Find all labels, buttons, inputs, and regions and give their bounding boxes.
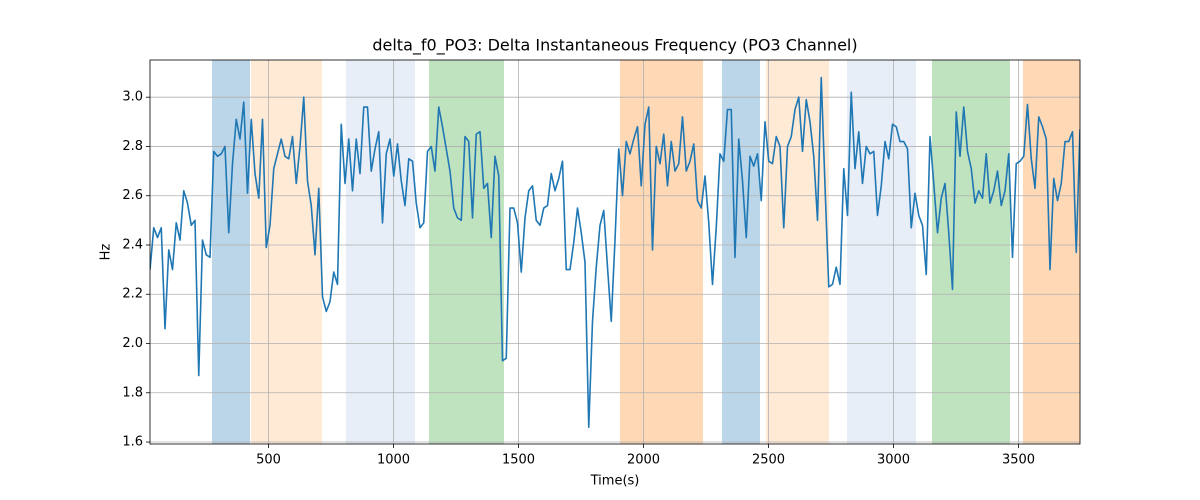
grid (150, 60, 1080, 444)
highlight-span (766, 60, 829, 444)
y-axis-label: Hz (99, 244, 114, 261)
axes: 500 1000 1500 2000 2500 3000 3500 1.6 1.8 2.0 2.2 2… (122, 59, 1081, 468)
x-tick-label: 500 (256, 453, 281, 468)
highlight-span (251, 60, 322, 444)
highlight-span (932, 60, 1010, 444)
highlight-span (620, 60, 703, 444)
y-tick-label: 1.6 (122, 435, 143, 450)
y-tick-label: 2.2 (122, 287, 143, 302)
x-tick-label: 3000 (877, 453, 910, 468)
chart-title: delta_f0_PO3: Delta Instantaneous Freque… (372, 36, 857, 56)
x-tick-label: 2000 (627, 453, 660, 468)
highlight-span (212, 60, 250, 444)
highlight-span (847, 60, 916, 444)
plot-frame (149, 59, 1081, 445)
lines (150, 76, 1080, 429)
y-tick-label: 2.8 (122, 139, 143, 154)
x-axis-label: Time(s) (590, 474, 640, 489)
x-tick-label: 1000 (377, 453, 410, 468)
y-tick-label: 2.6 (122, 188, 143, 203)
highlight-span (722, 60, 760, 444)
spans (212, 60, 1080, 444)
data-line (150, 76, 1080, 429)
x-tick-label: 1500 (502, 453, 535, 468)
highlight-span (346, 60, 415, 444)
x-tick-label: 3500 (1002, 453, 1035, 468)
y-tick-label: 3.0 (122, 90, 143, 105)
x-tick-label: 2500 (752, 453, 785, 468)
y-tick-label: 1.8 (122, 385, 143, 400)
y-tick-label: 2.4 (122, 237, 143, 252)
y-tick-label: 2.0 (122, 336, 143, 351)
